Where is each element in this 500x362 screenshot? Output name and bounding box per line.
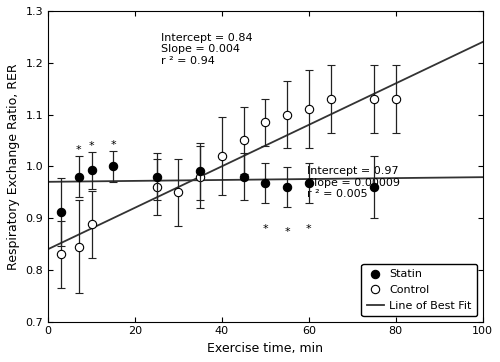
Text: *: * <box>110 140 116 150</box>
Y-axis label: Respiratory Exchange Ratio, RER: Respiratory Exchange Ratio, RER <box>7 63 20 270</box>
Text: *: * <box>262 224 268 234</box>
X-axis label: Exercise time, min: Exercise time, min <box>208 342 324 355</box>
Text: Intercept = 0.97
Slope = 0.00009
r ² = 0.005: Intercept = 0.97 Slope = 0.00009 r ² = 0… <box>306 166 400 199</box>
Legend: Statin, Control, Line of Best Fit: Statin, Control, Line of Best Fit <box>362 264 477 316</box>
Text: *: * <box>284 227 290 237</box>
Text: *: * <box>88 141 94 151</box>
Text: *: * <box>76 145 82 155</box>
Text: *: * <box>306 224 312 234</box>
Text: Intercept = 0.84
Slope = 0.004
r ² = 0.94: Intercept = 0.84 Slope = 0.004 r ² = 0.9… <box>161 33 252 66</box>
